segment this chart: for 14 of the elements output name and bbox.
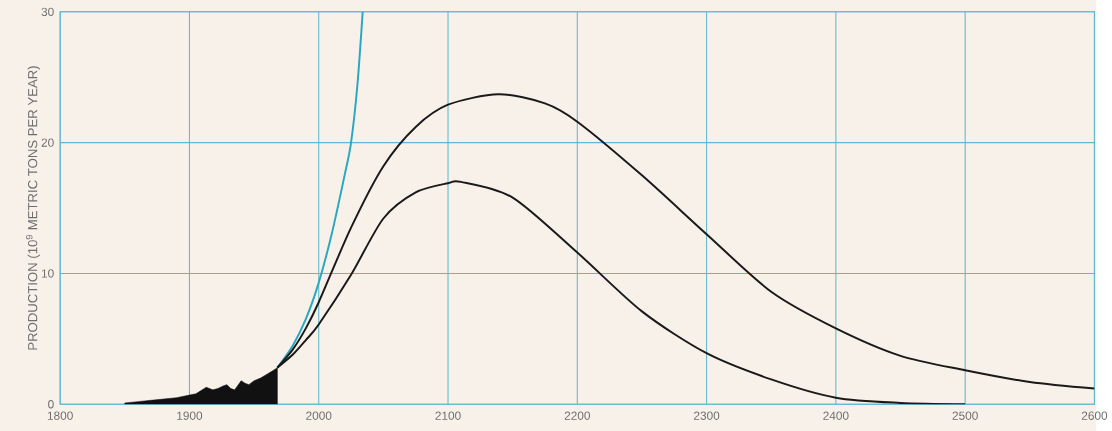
x-tick-label: 2100 bbox=[435, 411, 461, 420]
x-tick-label: 2600 bbox=[1081, 411, 1108, 420]
x-tick-label: 1900 bbox=[177, 411, 203, 420]
x-tick-label: 1800 bbox=[47, 411, 73, 420]
y-tick-label: 10 bbox=[41, 269, 54, 278]
x-tick-label: 2300 bbox=[694, 411, 720, 420]
y-tick-label: 0 bbox=[48, 400, 54, 409]
x-tick-label: 2200 bbox=[564, 411, 590, 420]
y-tick-label: 20 bbox=[41, 138, 54, 147]
y-axis-title: PRODUCTION (10$^{9}$ METRIC TONS PER YEAR) bbox=[26, 66, 40, 350]
x-tick-label: 2000 bbox=[306, 411, 332, 420]
x-tick-label: 2400 bbox=[823, 411, 849, 420]
x-tick-label: 2500 bbox=[952, 411, 978, 420]
y-tick-label: 30 bbox=[41, 7, 54, 17]
